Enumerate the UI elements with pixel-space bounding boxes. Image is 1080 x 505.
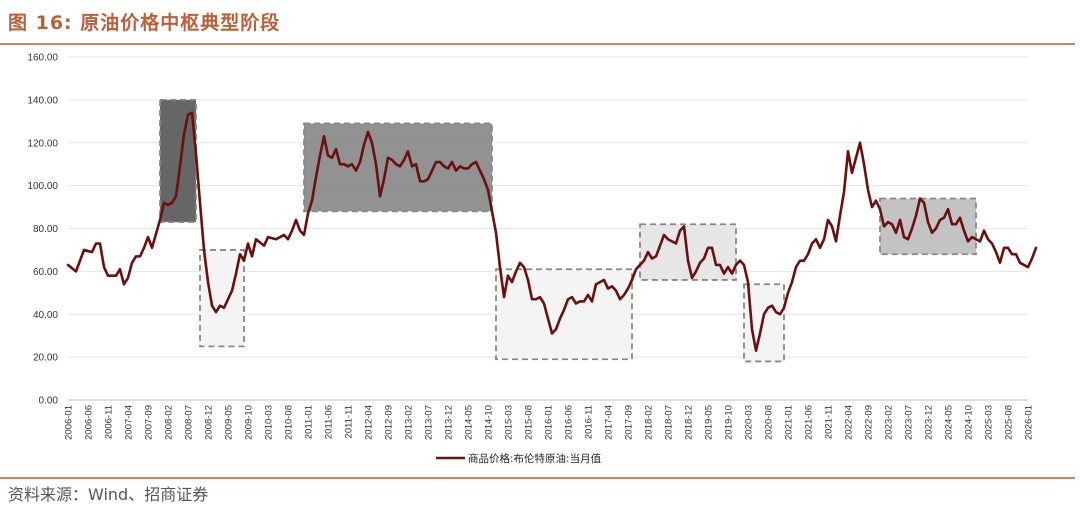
x-tick-label: 2018-02: [644, 405, 655, 440]
x-tick-label: 2007-09: [144, 405, 155, 440]
y-tick-label: 20.00: [33, 353, 58, 364]
x-tick-label: 2013-12: [444, 405, 455, 440]
x-tick-label: 2006-01: [64, 405, 75, 440]
x-tick-label: 2022-04: [844, 405, 855, 440]
oil-price-line-chart: 0.00 20.00 40.00 60.00 80.00 100.00 120.00 140.…: [27, 53, 1038, 465]
source-note: 资料来源：Wind、招商证券: [8, 485, 209, 504]
title-divider: [0, 43, 1075, 45]
x-axis-ticks: 2006-01 2006-06 2006-11 2007-04 2007-09 2008-…: [64, 405, 1035, 440]
x-tick-label: 2018-07: [664, 405, 675, 440]
legend-label-brent: 商品价格:布伦特原油:当月值: [468, 452, 602, 465]
x-tick-label: 2010-08: [284, 405, 295, 440]
x-tick-label: 2022-09: [864, 405, 875, 440]
x-tick-label: 2025-08: [1004, 405, 1015, 440]
series-line-brent: [66, 111, 1038, 352]
x-tick-label: 2016-01: [544, 405, 555, 440]
x-tick-label: 2019-10: [724, 405, 735, 440]
x-tick-label: 2023-07: [904, 405, 915, 440]
highlight-region: [639, 223, 737, 281]
y-tick-label: 60.00: [33, 267, 58, 278]
x-tick-label: 2015-03: [504, 405, 515, 440]
x-tick-label: 2006-06: [84, 405, 95, 440]
x-tick-label: 2012-09: [384, 405, 395, 440]
x-tick-label: 2011-01: [304, 405, 315, 439]
x-tick-label: 2009-05: [224, 405, 235, 440]
y-tick-label: 100.00: [27, 181, 58, 192]
y-tick-label: 40.00: [33, 310, 58, 321]
y-tick-label: 80.00: [33, 224, 58, 235]
x-tick-label: 2023-02: [884, 405, 895, 440]
x-tick-label: 2020-08: [764, 405, 775, 440]
x-tick-label: 2013-02: [404, 405, 415, 440]
x-tick-label: 2009-10: [244, 405, 255, 440]
x-tick-label: 2020-03: [744, 405, 755, 440]
x-tick-label: 2011-06: [324, 405, 335, 439]
x-tick-label: 2023-12: [924, 405, 935, 440]
x-tick-label: 2016-06: [564, 405, 575, 440]
footer-divider: [0, 477, 1075, 479]
legend: 商品价格:布伦特原油:当月值: [436, 452, 602, 465]
x-tick-label: 2018-12: [684, 405, 695, 440]
figure-title: 图 16: 原油价格中枢典型阶段: [8, 12, 281, 34]
x-tick-label: 2013-07: [424, 405, 435, 440]
x-tick-label: 2017-09: [624, 405, 635, 440]
x-tick-label: 2014-05: [464, 405, 475, 440]
x-tick-label: 2012-04: [364, 405, 375, 440]
x-tick-label: 2021-11: [824, 405, 835, 439]
y-axis-ticks: 0.00 20.00 40.00 60.00 80.00 100.00 120.00 140.…: [27, 53, 58, 407]
x-tick-label: 2019-05: [704, 405, 715, 440]
x-tick-label: 2011-11: [344, 405, 355, 438]
x-tick-label: 2021-06: [804, 405, 815, 440]
highlight-region: [879, 197, 977, 256]
y-tick-label: 160.00: [27, 53, 58, 64]
highlight-region: [159, 98, 197, 223]
x-tick-label: 2025-03: [984, 405, 995, 440]
y-tick-label: 120.00: [27, 138, 58, 149]
x-tick-label: 2014-10: [484, 405, 495, 440]
x-tick-label: 2008-12: [204, 405, 215, 440]
x-tick-label: 2010-03: [264, 405, 275, 440]
x-tick-label: 2015-08: [524, 405, 535, 440]
x-tick-label: 2021-01: [784, 405, 795, 440]
x-tick-label: 2026-01: [1024, 405, 1035, 440]
x-tick-label: 2006-11: [104, 405, 115, 439]
y-tick-label: 0.00: [39, 396, 59, 407]
x-tick-label: 2017-04: [604, 405, 615, 440]
x-tick-label: 2008-02: [164, 405, 175, 440]
x-tick-label: 2024-05: [944, 405, 955, 440]
x-tick-label: 2008-07: [184, 405, 195, 440]
x-tick-label: 2024-10: [964, 405, 975, 440]
highlight-regions: [159, 98, 977, 363]
y-tick-label: 140.00: [27, 95, 58, 106]
x-tick-label: 2007-04: [124, 405, 135, 440]
x-tick-label: 2016-11: [584, 405, 595, 439]
highlight-region: [495, 268, 633, 361]
